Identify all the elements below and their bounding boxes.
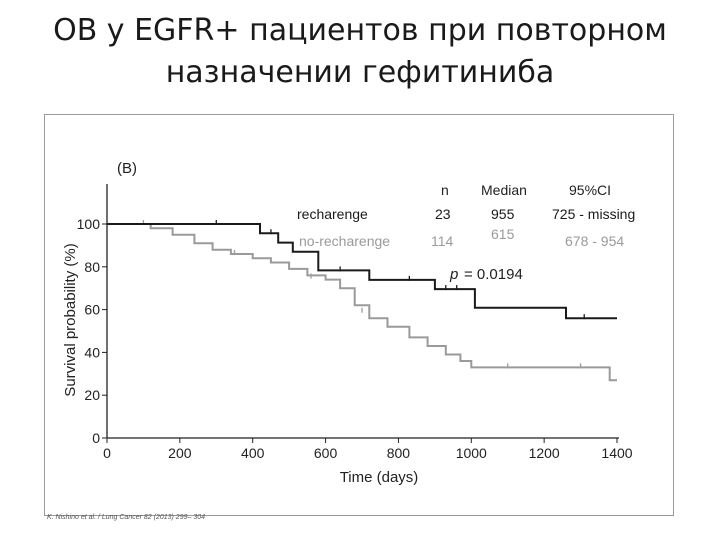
slide-title-line-1: ОВ у EGFR+ пациентов при повторном [53, 13, 667, 48]
table-row-norecharenge-ci: 678 - 954 [565, 233, 624, 249]
x-tick-label: 600 [314, 445, 338, 461]
slide-title-line-2: назначении гефитиниба [165, 55, 555, 90]
km-survival-chart: (B) n Median 95%CI recharenge 23 955 725… [62, 160, 635, 486]
survival-curves [107, 220, 617, 382]
x-tick-label: 1000 [456, 445, 487, 461]
x-axis-label: Time (days) [340, 469, 419, 486]
x-tick-label: 0 [103, 445, 111, 461]
citation: K. Nishino et al. / Lung Cancer 82 (2013… [47, 514, 205, 521]
table-header-ci: 95%CI [569, 182, 611, 198]
y-tick-label: 100 [77, 216, 101, 232]
panel-label: (B) [117, 160, 137, 177]
p-value-annotation: p = 0.0194 [449, 266, 523, 283]
table-header-median: Median [481, 182, 527, 198]
x-tick-label: 1200 [529, 445, 560, 461]
x-tick-label: 1400 [601, 445, 632, 461]
p-value-label: p [449, 266, 458, 283]
slide-title: ОВ у EGFR+ пациентов при повторном назна… [0, 10, 720, 94]
x-tick-label: 400 [241, 445, 265, 461]
table-row-norecharenge-label: no-recharenge [299, 233, 390, 249]
table-row-recharenge-median: 955 [491, 206, 515, 222]
x-tick-label: 200 [168, 445, 192, 461]
y-tick-label: 0 [92, 430, 100, 446]
y-tick-label: 80 [84, 259, 100, 275]
table-row-recharenge-ci: 725 - missing [552, 206, 635, 222]
table-row-recharenge-label: recharenge [297, 206, 368, 222]
legend-table: n Median 95%CI recharenge 23 955 725 - m… [297, 182, 635, 249]
table-row-norecharenge-median: 615 [491, 226, 515, 242]
y-tick-label: 20 [84, 387, 100, 403]
y-axis-label: Survival probability (%) [62, 243, 79, 396]
axes: 0 200 400 600 800 1000 1200 1400 0 20 40 60 80 100 [77, 184, 633, 461]
x-tick-label: 800 [387, 445, 411, 461]
survival-curve-no-recharenge [107, 223, 617, 382]
table-header-n: n [441, 182, 449, 198]
y-tick-label: 40 [84, 344, 100, 360]
survival-curve-recharenge [107, 223, 617, 320]
table-row-norecharenge-n: 114 [431, 233, 454, 249]
y-tick-label: 60 [84, 302, 100, 318]
p-value-text: = 0.0194 [464, 266, 523, 283]
table-row-recharenge-n: 23 [435, 206, 451, 222]
figure-frame: (B) n Median 95%CI recharenge 23 955 725… [44, 114, 674, 516]
